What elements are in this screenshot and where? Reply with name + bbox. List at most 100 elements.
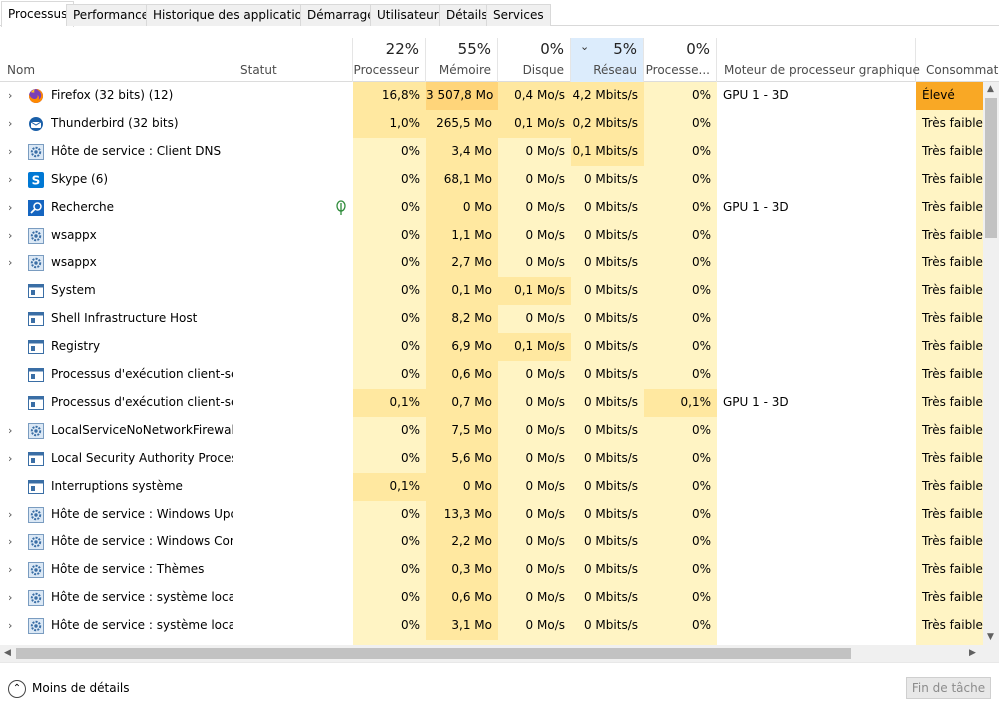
col-header-status[interactable]: Statut [233,38,353,82]
process-list: › Firefox (32 bits) (12) 16,8% 3 507,8 Mo 0,… [0,82,999,645]
net-value: 0,1 Mbits/s [571,137,644,166]
process-row[interactable]: System 0% 0,1 Mo 0,1 Mo/s 0 Mbits/s 0% Très fa… [0,277,999,306]
expand-chevron-icon[interactable]: › [8,172,13,186]
col-label-gpu: Processe... [645,63,710,77]
chevron-up-icon: ⌃ [8,679,26,698]
col-header-gpu-engine[interactable]: Moteur de processeur graphique [717,38,920,82]
gear-icon [28,143,44,160]
tab-performance[interactable]: Performance [66,4,157,26]
net-value: 0 Mbits/s [583,422,638,437]
scroll-left-icon[interactable]: ◀ [4,648,11,658]
gpu-engine-value [723,584,913,612]
expand-chevron-icon[interactable]: › [8,228,13,242]
vertical-scrollbar[interactable]: ▲ ▼ [983,82,999,645]
process-row[interactable]: Processus d'exécution client-ser... 0% 0,6… [0,361,999,389]
cpu-total: 22% [385,40,419,58]
disk-value: 0,1 Mo/s [498,277,571,306]
mem-value: 0,7 Mo [426,388,498,417]
gpu-column-bg [644,82,717,645]
net-value: 0 Mbits/s [583,450,638,465]
fewer-details-button[interactable]: ⌃ Moins de détails [8,677,130,699]
gpu-value: 0% [691,506,711,521]
power-usage-value: Très faible [922,283,983,298]
process-row[interactable]: › Hôte de service : système local 0% 3,1 Mo… [0,612,999,641]
process-row[interactable]: › S Skype (6) 0% 68,1 Mo 0 Mo/s 0 Mbits/s 0% Trè… [0,165,999,194]
mem-value: 1,1 Mo [426,221,498,250]
expand-chevron-icon[interactable]: › [8,619,13,633]
col-header-gpu[interactable]: 0% Processe... [644,38,717,82]
col-header-power[interactable]: Consommati... [916,38,999,82]
process-name: System [51,283,96,298]
mem-value: 2,7 Mo [426,249,498,278]
col-label-network: Réseau [593,63,637,77]
process-row[interactable]: Registry 0% 6,9 Mo 0,1 Mo/s 0 Mbits/s 0% Très … [0,333,999,362]
col-label-gpu-engine: Moteur de processeur graphique [724,63,920,77]
disk-value: 0 Mo/s [525,367,565,381]
tab-processus[interactable]: Processus [1,1,75,27]
process-row[interactable]: › Firefox (32 bits) (12) 16,8% 3 507,8 Mo 0,… [0,82,999,110]
sort-chevron-icon: ⌄ [580,40,590,53]
col-header-network[interactable]: ⌄ 5% Réseau [571,38,644,82]
gpu-total: 0% [686,40,710,58]
expand-chevron-icon[interactable]: › [8,451,13,465]
expand-chevron-icon[interactable]: › [8,563,13,577]
process-row[interactable]: › Hôte de service : Windows Upd... 0% 13,3 … [0,500,999,529]
scroll-right-icon[interactable]: ▶ [969,648,976,658]
process-row[interactable]: › Hôte de service : système local 0% 0,6 Mo… [0,584,999,613]
expand-chevron-icon[interactable]: › [8,144,13,158]
process-row[interactable]: › LocalServiceNoNetworkFirewall ... 0% 7,5 … [0,416,999,445]
process-name: Hôte de service : système local [51,618,233,633]
expand-chevron-icon[interactable]: › [8,423,13,437]
end-task-button[interactable]: Fin de tâche [906,677,991,699]
cpu-value: 0% [400,590,420,605]
scroll-up-icon[interactable]: ▲ [987,84,994,94]
expand-chevron-icon[interactable]: › [8,116,13,130]
gear-icon [28,562,44,579]
expand-chevron-icon[interactable]: › [8,89,13,102]
process-row[interactable]: › Hôte de service : Windows Con... 0% 2,2 M… [0,528,999,557]
gpu-engine-value [723,361,913,389]
tab-demarrage[interactable]: Démarrage [300,4,382,26]
expand-chevron-icon[interactable]: › [8,507,13,521]
disk-value: 0,4 Mo/s [498,82,571,110]
process-row[interactable]: Shell Infrastructure Host 0% 8,2 Mo 0 Mo/s 0… [0,305,999,334]
scroll-down-icon[interactable]: ▼ [987,632,994,642]
process-row[interactable]: › Local Security Authority Process... 0% 5,… [0,444,999,473]
tab-utilisateurs[interactable]: Utilisateurs [370,4,452,26]
expand-chevron-icon[interactable]: › [8,256,13,270]
expand-chevron-icon[interactable]: › [8,591,13,605]
mem-value: 6,9 Mo [426,333,498,362]
power-usage-value: Très faible [922,422,983,437]
tab-historique[interactable]: Historique des applications [146,4,323,26]
gpu-value: 0% [691,422,711,437]
process-row[interactable]: › Hôte de service : Thèmes 0% 0,3 Mo 0 Mo/s 0… [0,556,999,585]
memory-total: 55% [457,40,491,58]
process-row[interactable]: › Recherche 0% 0 Mo 0 Mo/s 0 Mbits/s 0% GPU 1 -… [0,193,999,222]
net-value: 0 Mbits/s [583,394,638,409]
tab-services[interactable]: Services [486,4,551,26]
col-header-cpu[interactable]: 22% Processeur [353,38,426,82]
expand-chevron-icon[interactable]: › [8,535,13,549]
gpu-value: 0% [691,478,711,493]
process-row[interactable]: › Hôte de service : Client DNS 0% 3,4 Mo 0 M… [0,137,999,166]
gpu-engine-value [723,305,913,333]
process-row[interactable]: › wsappx 0% 2,7 Mo 0 Mo/s 0 Mbits/s 0% Très fai… [0,249,999,278]
process-name: Thunderbird (32 bits) [51,115,179,130]
net-value: 4,2 Mbits/s [571,82,644,110]
process-row[interactable]: Processus d'exécution client-ser...0,1%0… [0,388,999,417]
horizontal-scrollbar[interactable]: ◀ ▶ [0,645,983,662]
process-row[interactable]: › wsappx 0% 1,1 Mo 0 Mo/s 0 Mbits/s 0% Très fai… [0,221,999,250]
network-column-bg [571,82,644,645]
cpu-value: 0,1% [353,388,426,417]
vertical-scroll-thumb[interactable] [985,98,997,238]
col-header-disk[interactable]: 0% Disque [498,38,571,82]
col-header-memory[interactable]: 55% Mémoire [426,38,498,82]
col-header-name[interactable]: Nom [0,38,233,82]
process-row[interactable]: Interruptions système 0,1% 0 Mo 0 Mo/s 0 Mbi… [0,472,999,501]
gear-icon [28,534,44,551]
horizontal-scroll-thumb[interactable] [16,648,851,659]
tab-details[interactable]: Détails [439,4,495,26]
process-row[interactable]: › Thunderbird (32 bits) 1,0% 265,5 Mo 0,1 Mo… [0,109,999,138]
process-name: wsappx [51,255,97,270]
expand-chevron-icon[interactable]: › [8,200,13,214]
